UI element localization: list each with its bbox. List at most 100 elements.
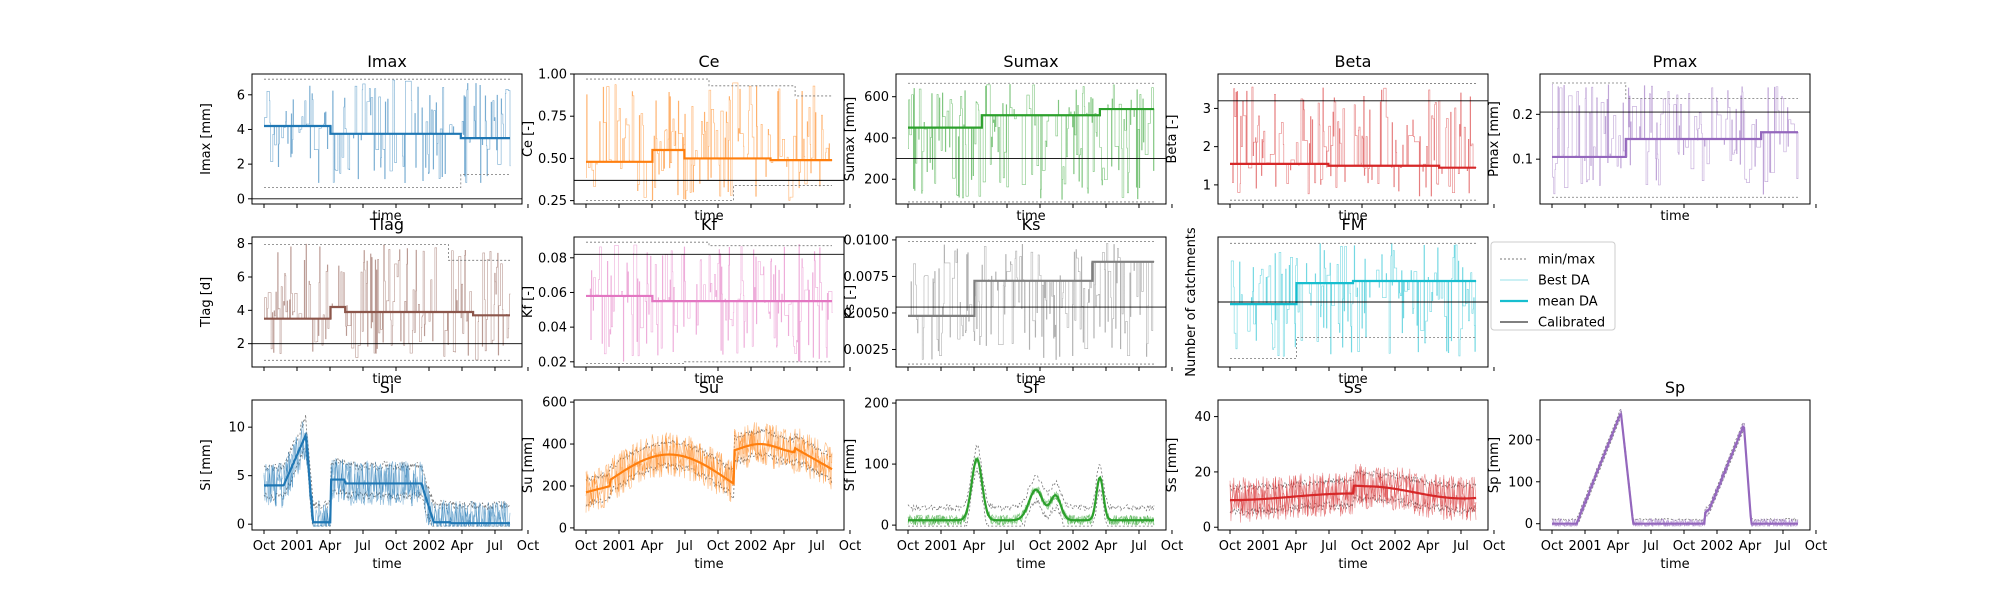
max-line-ce (586, 78, 832, 97)
x-tick-label-ss: 2001 (1246, 539, 1279, 554)
y-tick-label-ks: 0.0075 (844, 270, 890, 285)
panel-title-imax: Imax (367, 52, 407, 71)
x-tick-label-si: Apr (319, 539, 342, 554)
y-tick-label-kf: 0.08 (538, 251, 567, 266)
panel-title-tlag: Tlag (369, 215, 404, 234)
mean-da-line-si (264, 431, 510, 525)
legend-axis-label: Number of catchments (1184, 227, 1199, 377)
x-tick-label-si: Oct (253, 539, 275, 554)
axes-frame-fm (1217, 236, 1489, 368)
legend-label: Best DA (1538, 274, 1590, 289)
axes-frame-sumax (895, 73, 1167, 205)
x-axis-label-fm: time (1338, 372, 1367, 387)
y-axis-label-sf: Sf [mm] (843, 439, 858, 491)
panel-fm: FM time (1217, 215, 1495, 387)
x-tick-label-ss: Oct (1219, 539, 1241, 554)
y-tick-label-ks: 0.0025 (844, 343, 890, 358)
x-tick-label-sf: 2002 (1056, 539, 1089, 554)
best-da-line-ce (586, 82, 833, 201)
y-tick-label-kf: 0.02 (538, 355, 567, 370)
panel-title-si: Si (380, 378, 395, 397)
best-da-line-beta (1230, 86, 1477, 197)
legend: Number of catchments min/max Best DA mean D… (1184, 227, 1616, 377)
mean-da-line-fm (1230, 279, 1476, 306)
y-axis-label-pmax: Pmax [mm] (1487, 101, 1502, 177)
axes-frame-kf (573, 236, 845, 368)
x-axis-label-su: time (694, 557, 723, 572)
legend-box (1490, 241, 1616, 331)
axes-frame-ce (573, 73, 845, 205)
x-axis-label-pmax: time (1660, 209, 1689, 224)
panel-title-sf: Sf (1023, 378, 1039, 397)
mean-da-line-kf (586, 294, 832, 303)
x-tick-label-sp: Oct (1805, 539, 1827, 554)
x-tick-label-si: Jul (354, 539, 371, 554)
y-tick-label-imax: 0 (237, 192, 245, 207)
y-tick-label-beta: 1 (1203, 178, 1211, 193)
y-tick-label-ce: 0.75 (538, 110, 567, 125)
y-axis-label-ss: Ss [mm] (1165, 438, 1180, 493)
best-da-line-sf (907, 455, 1155, 527)
panel-title-pmax: Pmax (1653, 52, 1698, 71)
panel-ce: Ce Ce [-] 0.25 0.50 0.75 1.00 time (521, 52, 851, 224)
axes-frame-su (573, 399, 845, 531)
y-tick-label-imax: 2 (237, 158, 245, 173)
panel-ks: Ks Ks [-] 0.0025 0.0050 0.0075 0.0100 time (843, 215, 1173, 387)
y-tick-label-beta: 2 (1203, 140, 1211, 155)
x-tick-label-su: Oct (707, 539, 729, 554)
axes-frame-tlag (251, 236, 523, 368)
mean-da-line-ks (908, 260, 1154, 317)
panel-sf: Sf Sf [mm] 0 100 200 Oct 2001 Apr Jul Oct 2002 Apr J… (843, 378, 1183, 572)
y-tick-label-su: 400 (542, 438, 567, 453)
y-tick-label-pmax: 0.2 (1512, 108, 1533, 123)
axes-frame-ks (895, 236, 1167, 368)
panel-title-ce: Ce (698, 52, 719, 71)
x-tick-label-sp: 2001 (1568, 539, 1601, 554)
y-tick-label-su: 600 (542, 396, 567, 411)
x-tick-label-si: 2002 (412, 539, 445, 554)
legend-label: mean DA (1538, 295, 1598, 310)
x-axis-label-sp: time (1660, 557, 1689, 572)
x-axis-label-beta: time (1338, 209, 1367, 224)
panel-title-sp: Sp (1665, 378, 1685, 397)
x-tick-label-ss: Apr (1285, 539, 1308, 554)
x-tick-label-si: Oct (517, 539, 539, 554)
x-tick-label-sf: 2001 (924, 539, 957, 554)
y-tick-label-ce: 1.00 (538, 68, 567, 83)
x-axis-label-ce: time (694, 209, 723, 224)
x-tick-label-sp: 2002 (1700, 539, 1733, 554)
y-tick-label-tlag: 8 (237, 237, 245, 252)
panel-title-ss: Ss (1344, 378, 1363, 397)
panel-tlag: Tlag Tlag [d] 2 4 6 8 time (199, 215, 529, 387)
panel-title-kf: Kf (701, 215, 717, 234)
best-da-line-si (263, 437, 511, 527)
min-line-ce (586, 185, 832, 202)
x-tick-label-sf: Apr (963, 539, 986, 554)
axes-frame-si (251, 399, 523, 531)
y-tick-label-sp: 0 (1525, 517, 1533, 532)
panel-title-sumax: Sumax (1003, 52, 1058, 71)
mean-da-line-ss (1229, 484, 1477, 502)
max-line-sf (907, 444, 1155, 513)
y-tick-label-sumax: 200 (864, 173, 889, 188)
y-axis-label-kf: Kf [-] (521, 286, 536, 318)
y-tick-label-ss: 20 (1194, 465, 1211, 480)
panel-imax: Imax Imax [mm] 0 2 4 6 time (199, 52, 529, 224)
panel-kf: Kf Kf [-] 0.02 0.04 0.06 0.08 time (521, 215, 851, 387)
min-line-kf (586, 361, 832, 364)
y-tick-label-imax: 4 (237, 123, 245, 138)
mean-da-line-su (585, 442, 833, 494)
x-axis-label-imax: time (372, 209, 401, 224)
y-axis-label-tlag: Tlag [d] (199, 277, 214, 328)
y-tick-label-sp: 200 (1508, 433, 1533, 448)
x-tick-label-si: Jul (486, 539, 503, 554)
x-tick-label-ss: Apr (1417, 539, 1440, 554)
y-tick-label-su: 0 (559, 521, 567, 536)
y-axis-label-si: Si [mm] (199, 439, 214, 490)
x-tick-label-sf: Jul (998, 539, 1015, 554)
x-tick-label-sp: Jul (1642, 539, 1659, 554)
best-da-line-ks (908, 242, 1155, 360)
mean-da-line-sf (908, 457, 1154, 522)
x-tick-label-su: Apr (773, 539, 796, 554)
